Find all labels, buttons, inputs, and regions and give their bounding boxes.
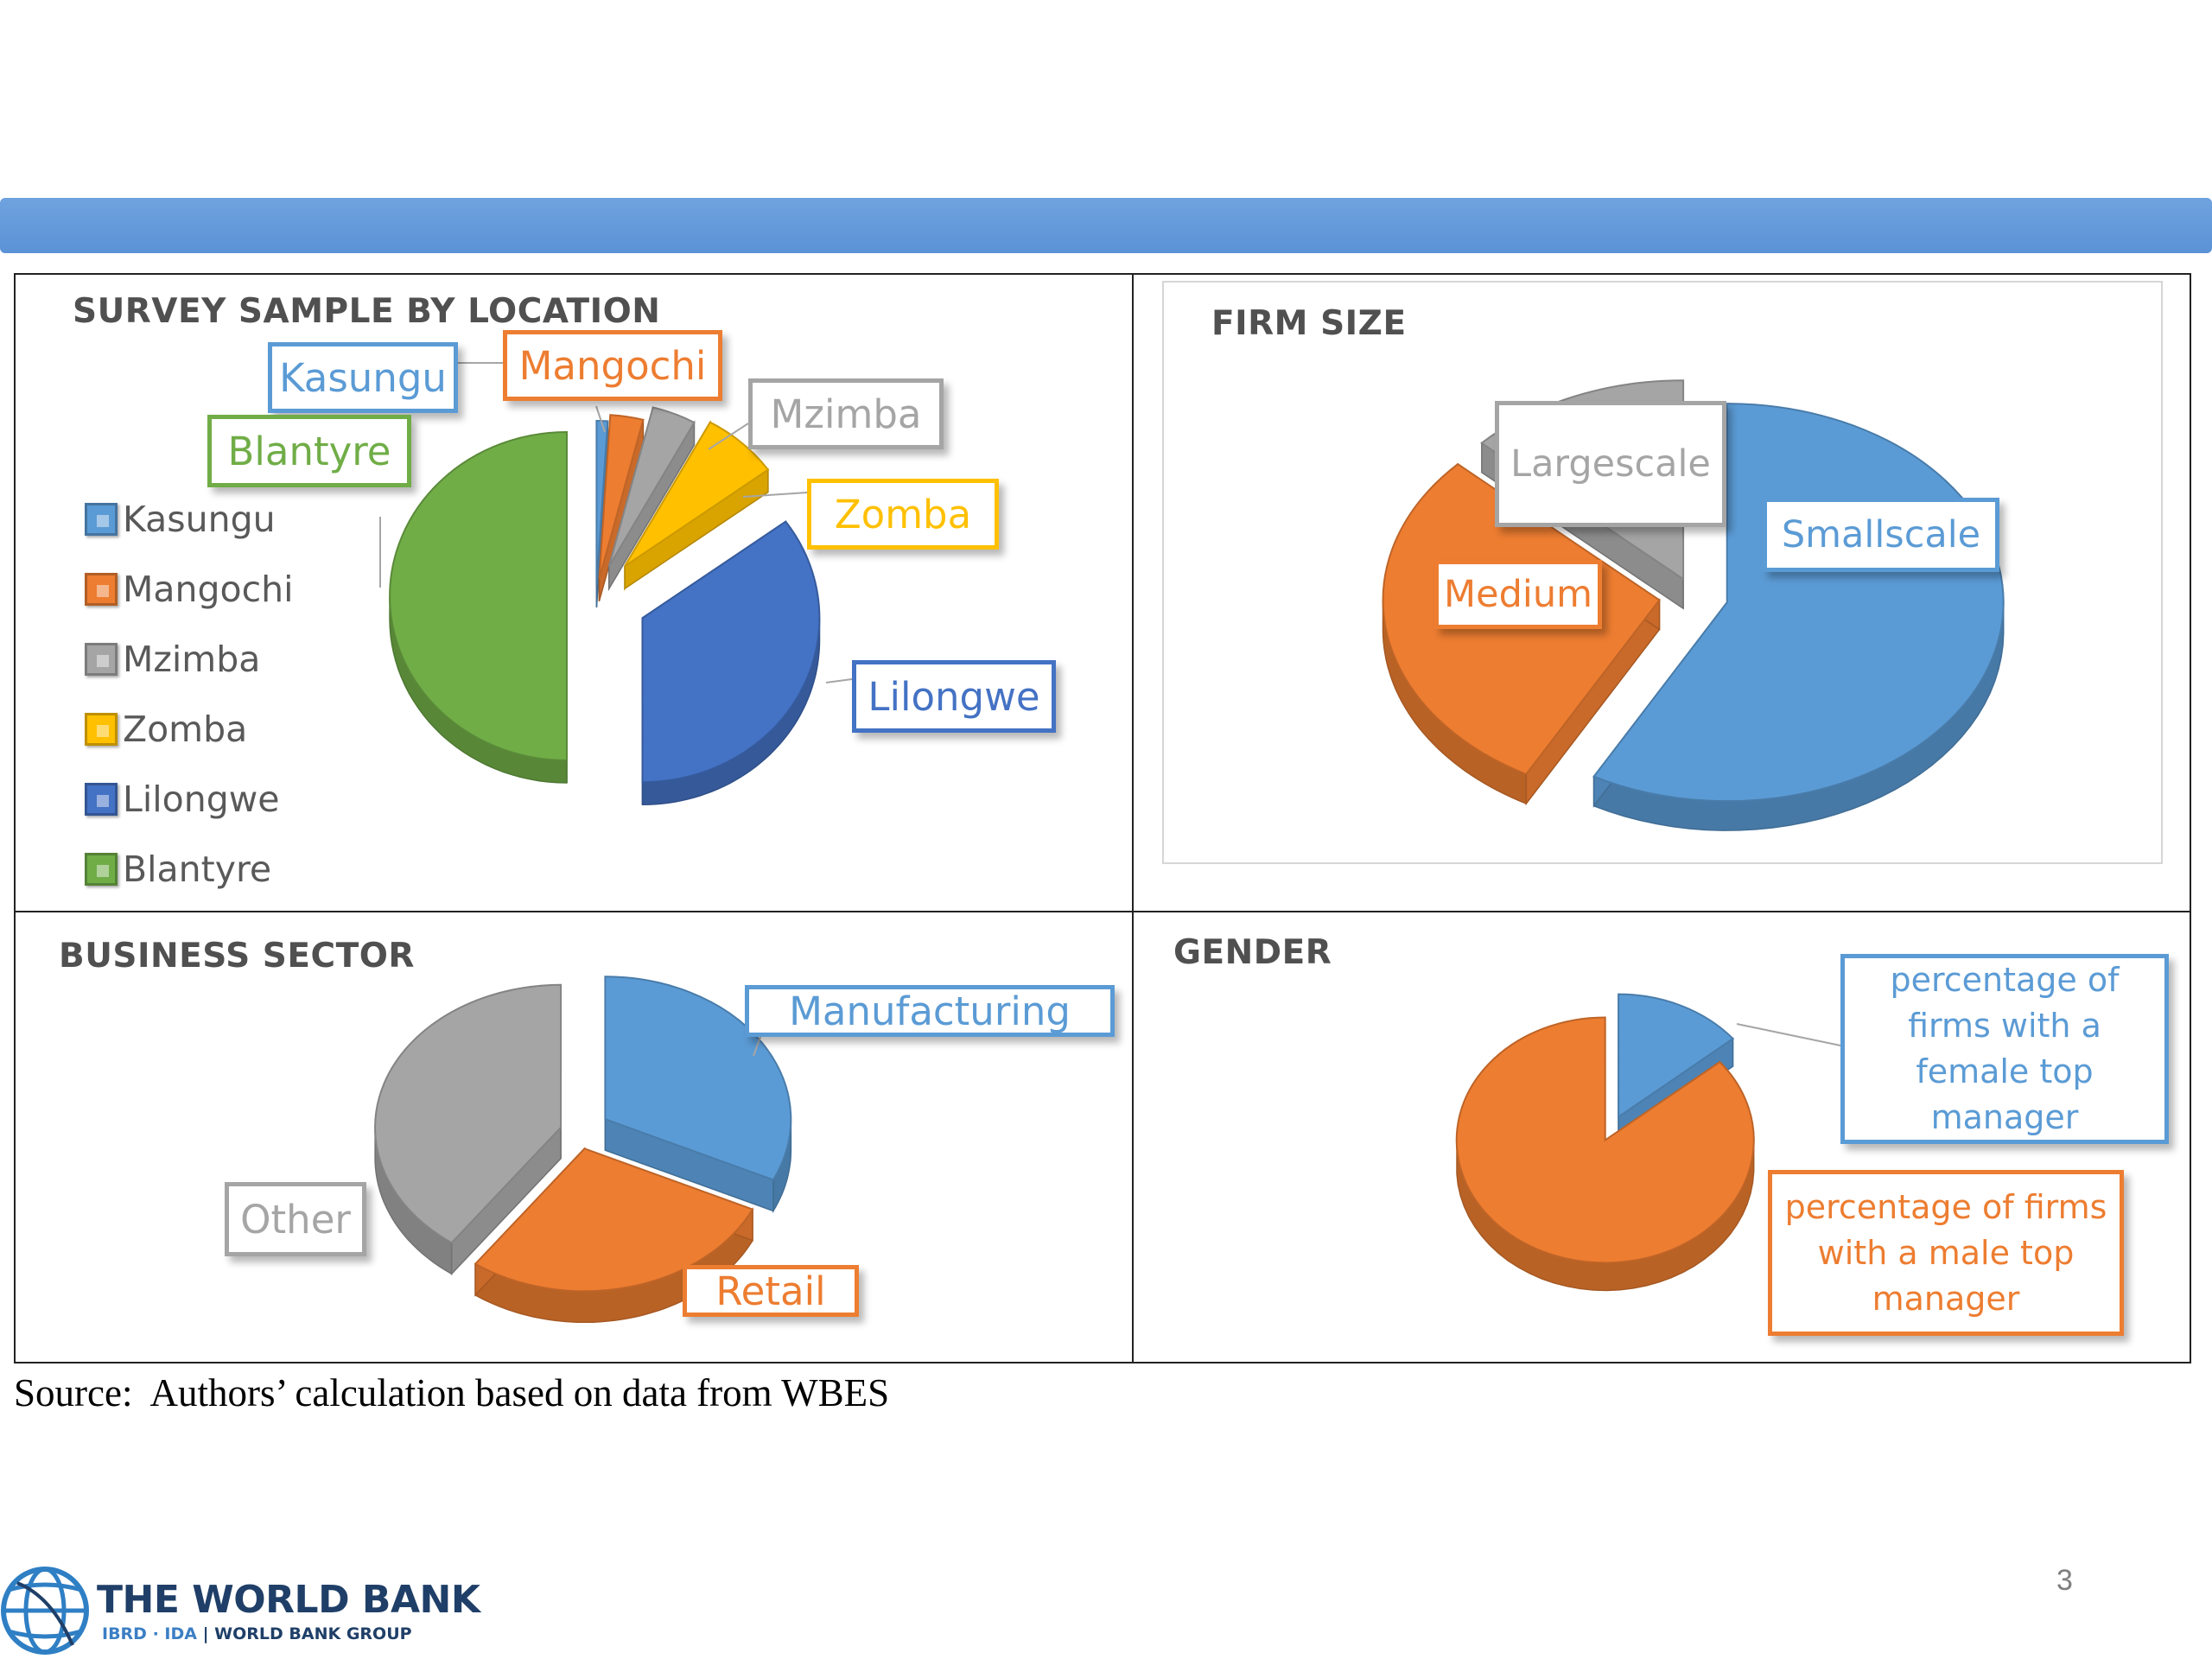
world-bank-logo-subtitle: IBRD · IDA | WORLD BANK GROUP	[102, 1624, 412, 1643]
pie-slice-sector-other	[374, 983, 563, 1276]
legend-swatch-mzimba	[85, 642, 118, 676]
pie-slice-gender-male	[1455, 1016, 1755, 1292]
legend-item-zomba: Zomba	[85, 694, 294, 764]
title-banner	[0, 198, 2212, 253]
legend-label-lilongwe: Lilongwe	[123, 778, 280, 820]
grid-divider-vertical	[1132, 273, 1134, 1363]
grid-divider-horizontal	[14, 911, 2191, 912]
data-label-smallscale: Smallscale	[1763, 498, 1999, 572]
pie-slice-sector-manufacturing	[604, 976, 792, 1214]
pie-slice-top	[374, 983, 563, 1244]
data-label-zomba: Zomba	[807, 479, 999, 550]
pie-slice-location-lilongwe	[641, 520, 821, 805]
leader-line-mangochi	[595, 405, 606, 433]
world-bank-logo-title: THE WORLD BANK	[97, 1578, 480, 1622]
legend-swatch-blantyre	[85, 852, 118, 886]
logo-group: WORLD BANK GROUP	[214, 1624, 412, 1643]
data-label-retail: Retail	[683, 1265, 859, 1317]
legend-item-mzimba: Mzimba	[85, 624, 294, 694]
legend-label-mzimba: Mzimba	[123, 638, 261, 680]
leader-line-manufacturing	[753, 1036, 761, 1057]
legend-label-mangochi: Mangochi	[123, 568, 294, 610]
legend-label-kasungu: Kasungu	[123, 498, 276, 540]
pie-slice-top	[604, 976, 792, 1181]
data-label-manufacturing: Manufacturing	[745, 985, 1115, 1037]
location-chart-title: SURVEY SAMPLE BY LOCATION	[73, 292, 661, 331]
data-label-other: Other	[225, 1182, 366, 1256]
data-label-kasungu: Kasungu	[268, 342, 458, 413]
location-pie	[389, 406, 821, 805]
legend-item-lilongwe: Lilongwe	[85, 764, 294, 834]
pie-slice-top	[474, 1147, 754, 1293]
pie-slice-location-kasungu	[595, 419, 609, 608]
pie-slice-top	[1455, 1016, 1755, 1264]
world-bank-globe-icon	[1, 1567, 89, 1655]
pie-slice-location-zomba	[624, 420, 770, 591]
pie-slice-top	[389, 430, 568, 762]
pie-slice-top	[624, 421, 770, 568]
legend-item-kasungu: Kasungu	[85, 484, 294, 554]
data-label-largescale: Largescale	[1495, 401, 1726, 527]
legend-label-blantyre: Blantyre	[123, 848, 272, 890]
source-note: Source: Authors’ calculation based on da…	[14, 1371, 890, 1414]
pie-slice-location-mzimba	[607, 406, 696, 592]
pie-slice-location-blantyre	[389, 430, 568, 784]
pie-slice-top	[598, 414, 645, 580]
legend-item-blantyre: Blantyre	[85, 834, 294, 904]
leader-line-lilongwe	[825, 678, 853, 683]
leader-line-mzimba	[708, 423, 749, 450]
sector-chart-title: BUSINESS SECTOR	[59, 937, 415, 976]
pie-slice-top	[607, 406, 696, 568]
leader-line-zomba	[742, 492, 808, 498]
pie-slice-location-mangochi	[598, 414, 645, 602]
legend-item-mangochi: Mangochi	[85, 554, 294, 624]
location-legend: Kasungu Mangochi Mzimba Zomba Lilongwe B…	[85, 484, 294, 904]
legend-swatch-lilongwe	[85, 782, 118, 816]
data-label-mangochi: Mangochi	[503, 330, 722, 401]
leader-line-female-manager	[1736, 1023, 1841, 1046]
pie-slice-top	[595, 419, 609, 586]
logo-separator: |	[202, 1624, 209, 1643]
chart-grid-frame	[14, 273, 2191, 1363]
pie-slice-top	[641, 520, 821, 784]
sector-pie	[374, 976, 792, 1324]
page-number: 3	[2056, 1564, 2073, 1597]
legend-swatch-kasungu	[85, 502, 118, 536]
gender-chart-title: GENDER	[1173, 933, 1332, 972]
logo-ibrd-ida: IBRD · IDA	[102, 1624, 197, 1643]
data-label-female-manager: percentage of firms with a female top ma…	[1840, 954, 2169, 1144]
legend-swatch-mangochi	[85, 572, 118, 606]
data-label-lilongwe: Lilongwe	[852, 660, 1056, 733]
gender-pie	[1455, 993, 1755, 1292]
legend-swatch-zomba	[85, 712, 118, 746]
data-label-blantyre: Blantyre	[207, 415, 411, 487]
firm-size-plot-frame	[1162, 281, 2163, 864]
firm-size-chart-title: FIRM SIZE	[1211, 304, 1407, 343]
data-label-medium: Medium	[1434, 560, 1602, 629]
data-label-male-manager: percentage of firms with a male top mana…	[1768, 1170, 2124, 1336]
data-label-mzimba: Mzimba	[748, 378, 944, 449]
pie-slice-top	[1618, 993, 1735, 1119]
legend-label-zomba: Zomba	[123, 708, 248, 750]
